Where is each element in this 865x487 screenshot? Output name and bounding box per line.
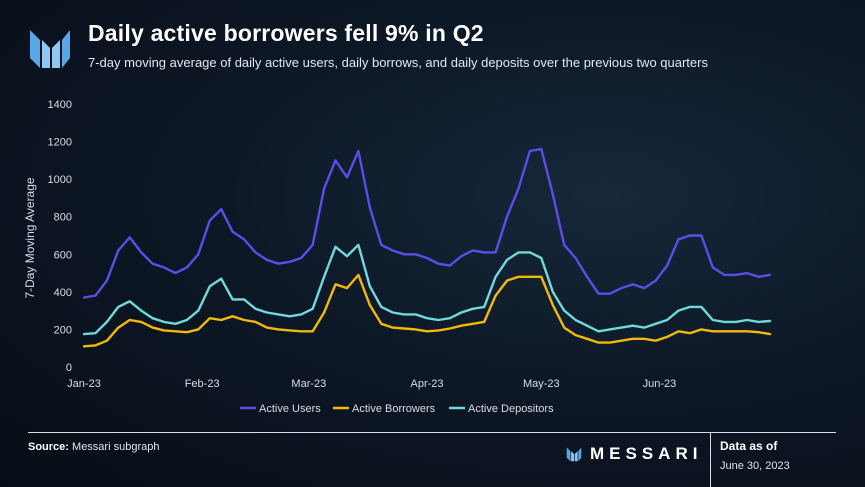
page-title: Daily active borrowers fell 9% in Q2 xyxy=(88,20,484,46)
brand-name: MESSARI xyxy=(590,444,703,463)
source-text: Messari subgraph xyxy=(72,441,160,453)
y-axis: 0 200 400 600 800 1000 1200 1400 xyxy=(48,99,72,374)
legend-label: Active Users xyxy=(259,403,321,415)
y-tick-label: 200 xyxy=(54,324,72,336)
y-tick-label: 0 xyxy=(66,362,72,374)
y-tick-label: 1200 xyxy=(48,137,72,149)
x-tick-label: Apr-23 xyxy=(410,378,443,390)
series-lines xyxy=(82,147,772,348)
messari-logo-icon xyxy=(30,30,70,68)
source-note: Source: Messari subgraph xyxy=(28,441,159,453)
source-label: Source: xyxy=(28,441,69,453)
as-of-date: June 30, 2023 xyxy=(720,460,790,472)
y-tick-label: 400 xyxy=(54,287,72,299)
as-of-label: Data as of xyxy=(720,439,778,453)
legend-label: Active Borrowers xyxy=(352,403,436,415)
x-axis: Jan-23 Feb-23 Mar-23 Apr-23 May-23 Jun-23 xyxy=(67,378,676,390)
series-line-active-depositors xyxy=(82,243,772,336)
y-axis-label: 7-Day Moving Average xyxy=(23,177,37,299)
page-subtitle: 7-day moving average of daily active use… xyxy=(88,55,708,70)
series-line-active-borrowers xyxy=(82,273,772,348)
line-chart: 0 200 400 600 800 1000 1200 1400 Jan-23 Feb-23 Ma… xyxy=(23,99,772,415)
footer-vertical-divider xyxy=(710,433,711,487)
footer-divider xyxy=(28,432,836,433)
legend-label: Active Depositors xyxy=(468,403,554,415)
y-tick-label: 800 xyxy=(54,212,72,224)
y-tick-label: 1400 xyxy=(48,99,72,111)
y-tick-label: 1000 xyxy=(48,174,72,186)
legend: Active Users Active Borrowers Active Depos… xyxy=(240,403,554,415)
x-tick-label: Feb-23 xyxy=(185,378,220,390)
messari-small-logo-icon xyxy=(566,447,582,462)
brand: MESSARI xyxy=(566,444,702,464)
y-tick-label: 600 xyxy=(54,249,72,261)
series-line-active-users xyxy=(82,147,772,299)
x-tick-label: Jan-23 xyxy=(67,378,101,390)
x-tick-label: Jun-23 xyxy=(643,378,677,390)
x-tick-label: May-23 xyxy=(523,378,560,390)
x-tick-label: Mar-23 xyxy=(291,378,326,390)
